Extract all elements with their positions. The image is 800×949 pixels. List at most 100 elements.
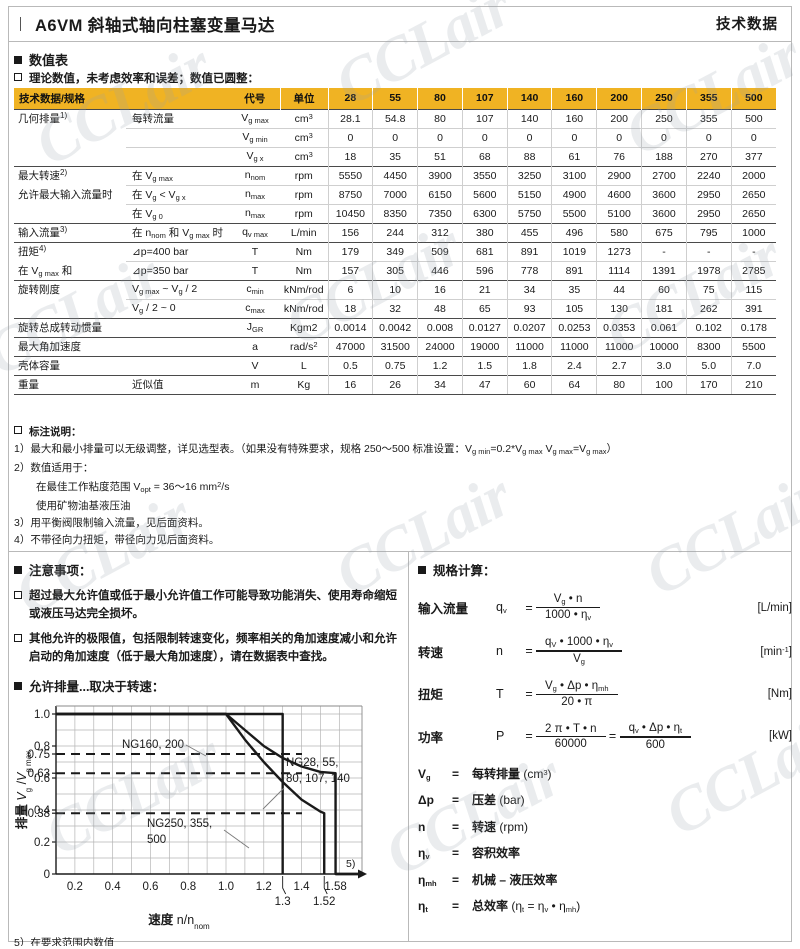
table-cell-55: 54.8 [372, 108, 418, 128]
chart-curve [56, 712, 362, 876]
table-cell-80: 446 [417, 260, 463, 280]
table-cell-80: 16 [417, 279, 463, 299]
table-cell-55: 0 [372, 127, 418, 147]
table-cell-355: 2950 [685, 203, 732, 223]
table-cell-160: 105 [551, 298, 597, 318]
chart-series-label: 80, 107, 140 [286, 773, 350, 785]
column-header-size-80: 80 [417, 88, 463, 109]
row-symbol: Vg max [230, 108, 280, 128]
table-row: 壳体容量 V L 0.5 0.75 1.2 1.5 1.8 2.4 2.7 3.0 5.0 7.0 [14, 355, 776, 375]
row-symbol: nmax [230, 203, 280, 223]
legend-description: 每转排量 (cm3) [472, 766, 552, 781]
legend-equals: = [452, 793, 460, 808]
svg-text:0.63: 0.63 [28, 768, 50, 780]
chart-x-axis-label: 速度 n/nnom [148, 912, 210, 931]
row-label: 旋转刚度 [14, 279, 126, 299]
row-label: 重量 [14, 374, 126, 395]
table-cell-28: 0 [327, 127, 373, 147]
row-label: 旋转总成转动惯量 [14, 317, 126, 337]
calculation-heading: 规格计算： [418, 560, 792, 579]
column-header-unit: 单位 [280, 88, 329, 109]
fraction-bar [536, 607, 601, 609]
open-square-bullet-icon [14, 591, 22, 599]
table-cell-107: 380 [461, 222, 508, 242]
svg-text:1.2: 1.2 [256, 881, 272, 893]
table-cell-28: 157 [327, 260, 373, 280]
table-cell-140: 88 [506, 146, 552, 166]
table-cell-80: 509 [417, 241, 463, 261]
table-cell-28: 0.0014 [327, 317, 373, 337]
table-cell-55: 349 [372, 241, 418, 261]
table-cell-500: 210 [730, 374, 776, 395]
table-cell-160: 3100 [551, 165, 597, 185]
legend-row: ηt = 总效率 (ηt = ηv • ηmh) [418, 897, 792, 914]
table-row: Vg min cm3 0 0 0 0 0 0 0 0 0 0 [14, 127, 776, 147]
formula-lhs: n [496, 644, 503, 659]
fraction-denominator: Vg [573, 652, 585, 666]
chart-gridlines [56, 706, 362, 874]
table-cell-500: - [730, 241, 776, 261]
row-symbol: JGR [230, 317, 280, 337]
svg-text:1.0: 1.0 [218, 881, 234, 893]
svg-text:0.4: 0.4 [105, 881, 122, 893]
svg-text:1.0: 1.0 [34, 709, 50, 721]
table-cell-355: 170 [685, 374, 732, 395]
table-cell-80: 1.2 [417, 355, 463, 375]
table-cell-107: 68 [461, 146, 508, 166]
svg-text:0.8: 0.8 [34, 741, 50, 753]
table-cell-250: 250 [641, 108, 687, 128]
table-cell-250: 1391 [641, 260, 687, 280]
table-cell-200: 1114 [596, 260, 642, 280]
table-cell-250: 60 [641, 279, 687, 299]
fraction-numerator: Vg • Δp • ηmh [545, 679, 609, 693]
legend-symbol: ηt [418, 899, 428, 915]
table-cell-140: 140 [506, 108, 552, 128]
table-cell-80: 34 [417, 374, 463, 395]
chart-curve [56, 712, 284, 874]
formula-equals: = [525, 686, 533, 701]
chart-x-tick-labels: 0.2 0.4 0.6 0.8 1.0 1.2 1.4 1.58 1.3 1.52 [67, 876, 347, 908]
chart-footnote: 5）在要求范围内数值 [14, 936, 115, 946]
table-cell-55: 244 [372, 222, 418, 242]
table-cell-500: 7.0 [730, 355, 776, 375]
row-label: 最大转速2) [14, 165, 126, 185]
table-cell-28: 8750 [327, 184, 373, 204]
table-row: 旋转总成转动惯量 JGR Kgm2 0.0014 0.0042 0.008 0.0127 0.… [14, 317, 776, 337]
legend-symbol: ηmh [418, 872, 437, 888]
row-unit: cm3 [280, 127, 328, 147]
svg-text:0.38: 0.38 [28, 808, 50, 820]
table-row: Vg x cm3 18 35 51 68 88 61 76 188 270 377 [14, 146, 776, 166]
header-right-label: 技术数据 [716, 17, 778, 33]
table-cell-28: 156 [327, 222, 373, 242]
row-symbol: a [230, 336, 280, 356]
table-cell-250: 10000 [641, 336, 687, 356]
table-row: 输入流量3) 在 nnom 和 Vg max 时 qv max L/min 156 244… [14, 222, 776, 242]
table-header-row: 技术数据/规格 代号 单位 28 55 80 107 140 160 200 250 355 500 [14, 88, 776, 109]
formula-fraction: Vg • n 1000 • ηv [536, 593, 601, 622]
formula-row: 功率 P = 2 π • T • n 60000 = qv • Δp • ηt 600 [kW] [418, 722, 792, 750]
table-cell-355: 2240 [685, 165, 732, 185]
row-unit: L [280, 355, 328, 375]
row-condition [126, 317, 230, 337]
column-header-size-160: 160 [551, 88, 598, 109]
horizontal-divider [8, 551, 792, 552]
technical-data-table: 技术数据/规格 代号 单位 28 55 80 107 140 160 200 250 355 500 几何… [14, 88, 776, 395]
table-cell-107: 107 [461, 108, 508, 128]
row-label: 输入流量3) [14, 222, 126, 242]
chart-axis-titles: 速度 n/nnom 排量 Vg /Vg max [14, 751, 210, 931]
table-cell-55: 35 [372, 146, 418, 166]
row-symbol: Vg x [230, 146, 280, 166]
table-cell-500: 1000 [730, 222, 776, 242]
column-header-size-140: 140 [506, 88, 553, 109]
legend-symbol: n [418, 819, 426, 834]
chart-annotations: NG160, 200 NG28, 55, 80, 107, 140 NG250, 35… [122, 739, 355, 870]
table-cell-355: 355 [685, 108, 732, 128]
formula-lhs: qv [496, 600, 507, 616]
chart-reference-lines [56, 753, 302, 815]
row-label [14, 147, 126, 166]
table-cell-107: 0 [461, 127, 508, 147]
svg-text:1.58: 1.58 [324, 881, 346, 893]
table-cell-500: 500 [730, 108, 776, 128]
table-row: 允许最大输入流量时在 Vg < Vg x nmax rpm 8750 7000 6150 5… [14, 184, 776, 204]
legend-symbol: Vg [418, 766, 431, 782]
